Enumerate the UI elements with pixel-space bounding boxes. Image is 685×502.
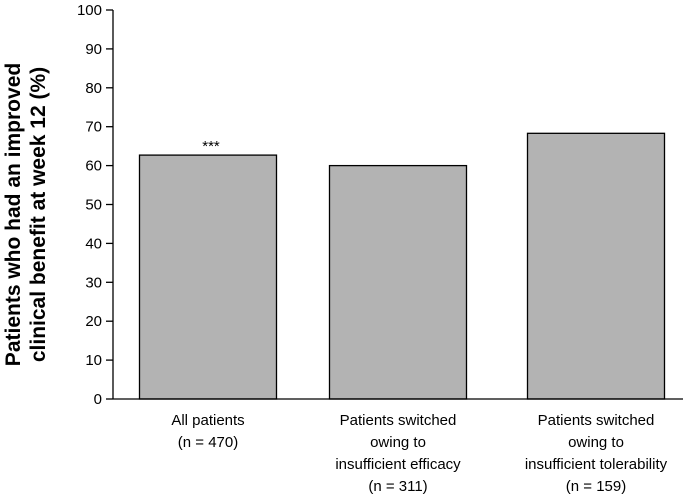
- y-tick-label: 90: [85, 41, 102, 58]
- y-tick-label: 80: [85, 80, 102, 97]
- y-tick-label: 10: [85, 352, 102, 369]
- x-category-label: (n = 159): [566, 478, 626, 495]
- y-tick-label: 60: [85, 158, 102, 175]
- x-category-label: Patients switched: [538, 412, 655, 429]
- y-tick-label: 100: [77, 2, 102, 19]
- x-category-label: owing to: [568, 434, 624, 451]
- bars: ***: [138, 132, 666, 400]
- bar: [138, 154, 278, 400]
- y-tick-label: 70: [85, 119, 102, 136]
- bar: [328, 164, 468, 400]
- y-axis: 0 10 20 30 40 50 60 70 80 90 100: [77, 2, 114, 408]
- x-category-label: (n = 311): [368, 478, 427, 495]
- bar: [526, 132, 666, 400]
- y-tick-label: 50: [85, 197, 102, 214]
- y-axis-label-line: Patients who had an improved: [2, 63, 25, 366]
- y-tick-label: 30: [85, 274, 102, 291]
- x-category-label: Patients switched: [340, 412, 457, 429]
- y-axis-label-line: clinical benefit at week 12 (%): [27, 67, 50, 362]
- significance-annotation: ***: [202, 138, 220, 155]
- x-category-label: owing to: [370, 434, 426, 451]
- x-category-label: All patients: [171, 412, 244, 429]
- x-category-label: (n = 470): [178, 434, 238, 451]
- x-category-label: insufficient efficacy: [335, 456, 461, 473]
- y-axis-label: Patients who had an improvedclinical ben…: [2, 63, 50, 366]
- y-tick-label: 40: [85, 235, 102, 252]
- x-axis: All patients (n = 470) Patients switched ow…: [113, 398, 683, 495]
- x-category-label: insufficient tolerability: [525, 456, 668, 473]
- y-tick-label: 0: [94, 391, 102, 408]
- y-tick-label: 20: [85, 313, 102, 330]
